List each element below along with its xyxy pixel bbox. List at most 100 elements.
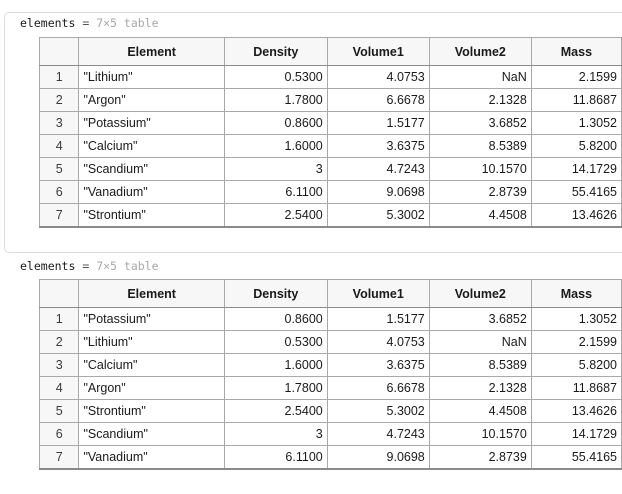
cell-element: "Potassium": [78, 111, 225, 135]
cell-density: 0.5300: [223, 65, 328, 89]
cell-density: 6.1100: [223, 180, 328, 204]
cell-density: 0.5300: [223, 330, 328, 354]
table-row: 1 "Potassium" 0.8600 1.5177 3.6852 1.305…: [38, 307, 622, 331]
row-index: 5: [38, 399, 80, 423]
table-row: 1 "Lithium" 0.5300 4.0753 NaN 2.1599: [38, 65, 622, 89]
table-row: 7 "Strontium" 2.5400 5.3002 4.4508 13.46…: [38, 203, 622, 228]
table-row: 5 "Scandium" 3 4.7243 10.1570 14.1729: [38, 157, 622, 181]
cell-mass: 11.8687: [530, 88, 622, 112]
cell-volume1: 6.6678: [326, 88, 430, 112]
cell-density: 2.5400: [223, 399, 328, 423]
cell-density: 1.7800: [223, 376, 328, 400]
cell-volume2: 4.4508: [428, 399, 532, 423]
variable-name: elements: [20, 259, 76, 273]
equals-sign: =: [82, 16, 90, 30]
cell-density: 2.5400: [223, 203, 328, 228]
cell-volume2: 2.1328: [428, 376, 532, 400]
row-header-corner: [38, 279, 80, 308]
row-index: 7: [38, 445, 80, 470]
table-row: 7 "Vanadium" 6.1100 9.0698 2.8739 55.416…: [38, 445, 622, 470]
cell-mass: 1.3052: [530, 307, 622, 331]
cell-volume2: 8.5389: [428, 353, 532, 377]
variable-display-line: elements = 7×5 table: [20, 259, 159, 273]
cell-density: 1.6000: [223, 353, 328, 377]
table-row: 3 "Potassium" 0.8600 1.5177 3.6852 1.305…: [38, 111, 622, 135]
column-header-volume1[interactable]: Volume1: [326, 37, 430, 66]
column-header-density[interactable]: Density: [223, 279, 328, 308]
row-index: 4: [38, 134, 80, 158]
cell-mass: 5.8200: [530, 353, 622, 377]
cell-volume1: 4.7243: [326, 157, 430, 181]
cell-element: "Scandium": [78, 157, 225, 181]
column-header-element[interactable]: Element: [78, 37, 225, 66]
cell-mass: 14.1729: [530, 422, 622, 446]
cell-mass: 11.8687: [530, 376, 622, 400]
cell-volume2: 10.1570: [428, 157, 532, 181]
table-row: 2 "Argon" 1.7800 6.6678 2.1328 11.8687: [38, 88, 622, 112]
variable-display-line: elements = 7×5 table: [20, 16, 159, 30]
row-index: 6: [38, 422, 80, 446]
cell-mass: 14.1729: [530, 157, 622, 181]
cell-volume1: 4.0753: [326, 330, 430, 354]
cell-mass: 13.4626: [530, 399, 622, 423]
cell-volume1: 9.0698: [326, 445, 430, 470]
table-row: 4 "Calcium" 1.6000 3.6375 8.5389 5.8200: [38, 134, 622, 158]
table-row: 4 "Argon" 1.7800 6.6678 2.1328 11.8687: [38, 376, 622, 400]
table-row: 2 "Lithium" 0.5300 4.0753 NaN 2.1599: [38, 330, 622, 354]
cell-element: "Strontium": [78, 399, 225, 423]
cell-mass: 55.4165: [530, 180, 622, 204]
row-index: 5: [38, 157, 80, 181]
cell-element: "Argon": [78, 376, 225, 400]
cell-volume1: 3.6375: [326, 353, 430, 377]
cell-mass: 2.1599: [530, 330, 622, 354]
cell-element: "Potassium": [78, 307, 225, 331]
column-header-volume2[interactable]: Volume2: [428, 279, 532, 308]
table-row: 5 "Strontium" 2.5400 5.3002 4.4508 13.46…: [38, 399, 622, 423]
cell-volume2: 2.1328: [428, 88, 532, 112]
row-index: 7: [38, 203, 80, 228]
cell-element: "Calcium": [78, 353, 225, 377]
cell-volume2: 3.6852: [428, 307, 532, 331]
cell-density: 0.8600: [223, 111, 328, 135]
cell-volume1: 5.3002: [326, 203, 430, 228]
row-index: 2: [38, 88, 80, 112]
cell-element: "Lithium": [78, 65, 225, 89]
cell-element: "Vanadium": [78, 180, 225, 204]
row-index: 6: [38, 180, 80, 204]
cell-volume1: 3.6375: [326, 134, 430, 158]
cell-mass: 13.4626: [530, 203, 622, 228]
row-index: 4: [38, 376, 80, 400]
column-header-mass[interactable]: Mass: [530, 37, 622, 66]
cell-volume1: 5.3002: [326, 399, 430, 423]
cell-volume1: 4.0753: [326, 65, 430, 89]
column-header-density[interactable]: Density: [223, 37, 328, 66]
cell-density: 3: [223, 422, 328, 446]
cell-mass: 55.4165: [530, 445, 622, 470]
column-header-mass[interactable]: Mass: [530, 279, 622, 308]
output-table: Element Density Volume1 Volume2 Mass 1 "…: [38, 279, 622, 470]
table-row: 6 "Vanadium" 6.1100 9.0698 2.8739 55.416…: [38, 180, 622, 204]
cell-volume2: 10.1570: [428, 422, 532, 446]
cell-volume1: 9.0698: [326, 180, 430, 204]
cell-volume2: 4.4508: [428, 203, 532, 228]
row-index: 3: [38, 353, 80, 377]
cell-element: "Strontium": [78, 203, 225, 228]
cell-volume2: 3.6852: [428, 111, 532, 135]
variable-name: elements: [20, 16, 76, 30]
cell-volume1: 1.5177: [326, 111, 430, 135]
equals-sign: =: [82, 259, 90, 273]
cell-element: "Argon": [78, 88, 225, 112]
table-row: 3 "Calcium" 1.6000 3.6375 8.5389 5.8200: [38, 353, 622, 377]
cell-volume1: 6.6678: [326, 376, 430, 400]
table-row: 6 "Scandium" 3 4.7243 10.1570 14.1729: [38, 422, 622, 446]
cell-element: "Scandium": [78, 422, 225, 446]
column-header-volume2[interactable]: Volume2: [428, 37, 532, 66]
cell-element: "Lithium": [78, 330, 225, 354]
column-header-element[interactable]: Element: [78, 279, 225, 308]
cell-mass: 5.8200: [530, 134, 622, 158]
row-header-corner: [38, 37, 80, 66]
cell-mass: 2.1599: [530, 65, 622, 89]
cell-density: 0.8600: [223, 307, 328, 331]
table-size-label: 7×5 table: [96, 16, 159, 30]
column-header-volume1[interactable]: Volume1: [326, 279, 430, 308]
